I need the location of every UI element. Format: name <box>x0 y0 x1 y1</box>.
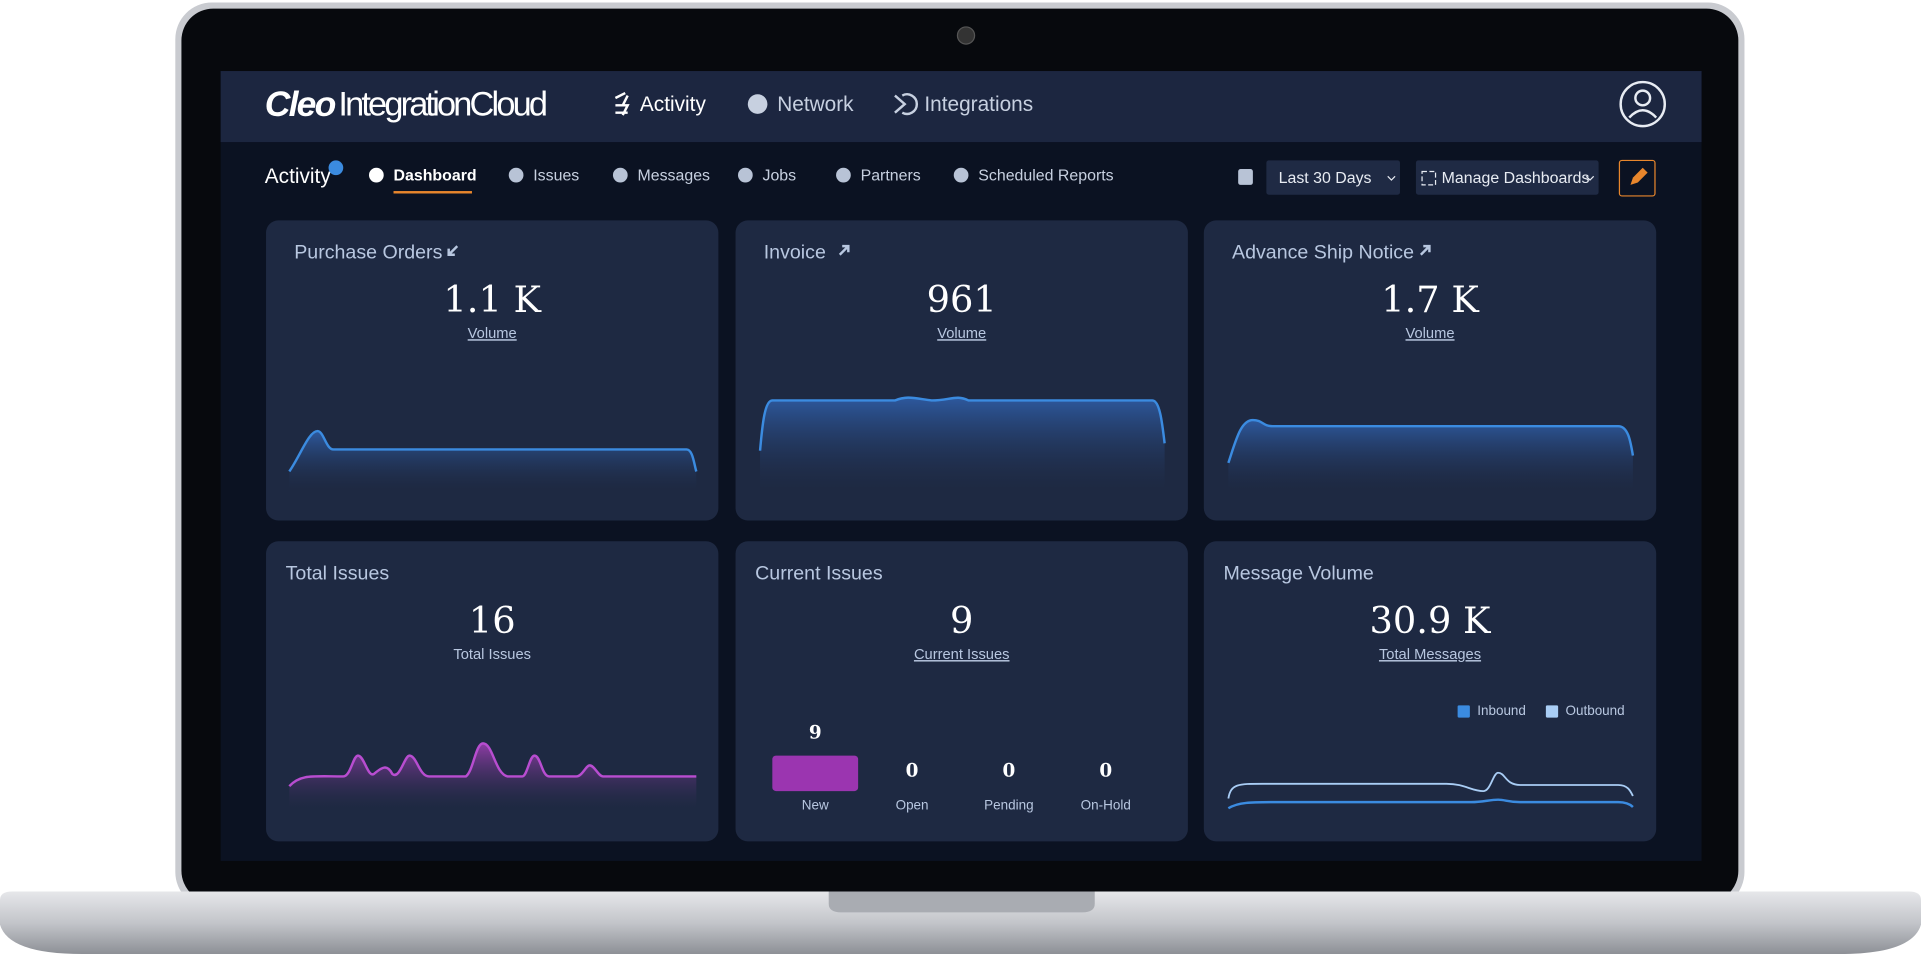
tab[interactable]: Scheduled Reports <box>978 168 1113 185</box>
card-value: 1.7 K <box>1381 278 1480 321</box>
calendar-icon <box>1238 169 1253 185</box>
tab-icon <box>953 167 969 183</box>
card-value: 1.1 K <box>443 278 542 321</box>
tab-icon <box>836 167 851 183</box>
tab-icon <box>612 167 628 183</box>
nav-item[interactable]: Activity <box>640 93 707 116</box>
sparkline-area <box>289 431 697 490</box>
card-title: Invoice <box>764 242 826 264</box>
active-tab-underline <box>393 191 472 194</box>
legend-swatch <box>1545 705 1559 718</box>
card-title: Message Volume <box>1223 563 1373 585</box>
sparkline-area <box>289 743 697 809</box>
camera <box>956 26 976 45</box>
issue-label: On-Hold <box>1081 797 1131 812</box>
trend-arrow <box>1419 244 1431 256</box>
legend-label: Inbound <box>1477 703 1526 718</box>
grid-icon <box>1421 170 1437 186</box>
nav-item[interactable]: Network <box>777 93 854 116</box>
info-icon <box>328 160 344 176</box>
network-icon <box>747 94 768 114</box>
card-value: 30.9 K <box>1370 599 1493 642</box>
issue-count: 0 <box>1003 761 1016 782</box>
card-label[interactable]: Volume <box>1406 326 1455 342</box>
manage-dropdown[interactable] <box>1415 160 1599 195</box>
trend-arrow <box>838 244 850 256</box>
inbound-line <box>1227 798 1634 810</box>
integrations-icon <box>894 93 919 116</box>
brand: IntegrationCloud <box>338 86 546 124</box>
sparkline-area <box>1228 420 1633 490</box>
tab-icon <box>737 167 753 183</box>
issue-bar <box>772 755 859 792</box>
tab-icon <box>508 167 524 183</box>
manage-dashboards: Manage Dashboards <box>1442 170 1590 187</box>
card-title: Current Issues <box>755 563 883 585</box>
issue-label: Pending <box>984 797 1033 812</box>
card-label[interactable]: Current Issues <box>914 647 1010 663</box>
activity-icon <box>614 91 630 116</box>
avatar[interactable] <box>1619 80 1667 128</box>
legend-swatch <box>1457 705 1470 718</box>
header-bar <box>220 71 1702 143</box>
card <box>266 541 719 842</box>
date-range: Last 30 Days <box>1279 170 1372 187</box>
card-label[interactable]: Total Messages <box>1379 647 1481 663</box>
card-label[interactable]: Volume <box>937 326 986 342</box>
trend-arrow <box>447 245 459 256</box>
section-title: Activity <box>265 165 332 188</box>
card <box>1203 541 1657 842</box>
card <box>735 541 1188 842</box>
date-dropdown[interactable] <box>1266 160 1400 195</box>
sparkline <box>288 742 697 788</box>
card-label: Total Issues <box>453 647 531 663</box>
tab-icon <box>368 167 384 183</box>
chevron <box>1387 175 1396 181</box>
card-title: Total Issues <box>286 563 390 585</box>
card <box>266 220 719 521</box>
card-value: 961 <box>927 278 997 321</box>
nav-item[interactable]: Integrations <box>924 93 1033 116</box>
tab[interactable]: Issues <box>533 168 579 185</box>
chevron <box>1585 175 1595 181</box>
tab[interactable]: Jobs <box>763 168 797 185</box>
outbound-line <box>1227 771 1634 799</box>
sparkline-area <box>760 397 1165 490</box>
card-value: 9 <box>950 599 973 642</box>
issue-count: 9 <box>809 723 822 744</box>
card-value: 16 <box>469 599 516 642</box>
legend-label: Outbound <box>1565 703 1624 718</box>
issue-count: 0 <box>1099 761 1112 782</box>
issue-label: New <box>802 797 829 812</box>
tab[interactable]: Partners <box>861 168 921 185</box>
notch <box>828 891 1095 913</box>
issue-count: 0 <box>906 761 919 782</box>
card-title: Purchase Orders <box>294 242 442 264</box>
sparkline <box>758 396 1166 451</box>
card-label[interactable]: Volume <box>468 326 517 342</box>
avatar-body <box>1628 109 1658 119</box>
brand-bold: Cleo <box>265 84 336 124</box>
tab[interactable]: Dashboard <box>394 168 477 185</box>
tab[interactable]: Messages <box>637 168 710 185</box>
card-title: Advance Ship Notice <box>1232 242 1414 264</box>
sparkline <box>288 429 698 473</box>
laptop-base <box>0 891 1921 954</box>
issue-label: Open <box>896 797 929 812</box>
pencil-icon <box>1630 167 1648 185</box>
avatar-head <box>1634 89 1652 107</box>
sparkline <box>1227 418 1635 464</box>
